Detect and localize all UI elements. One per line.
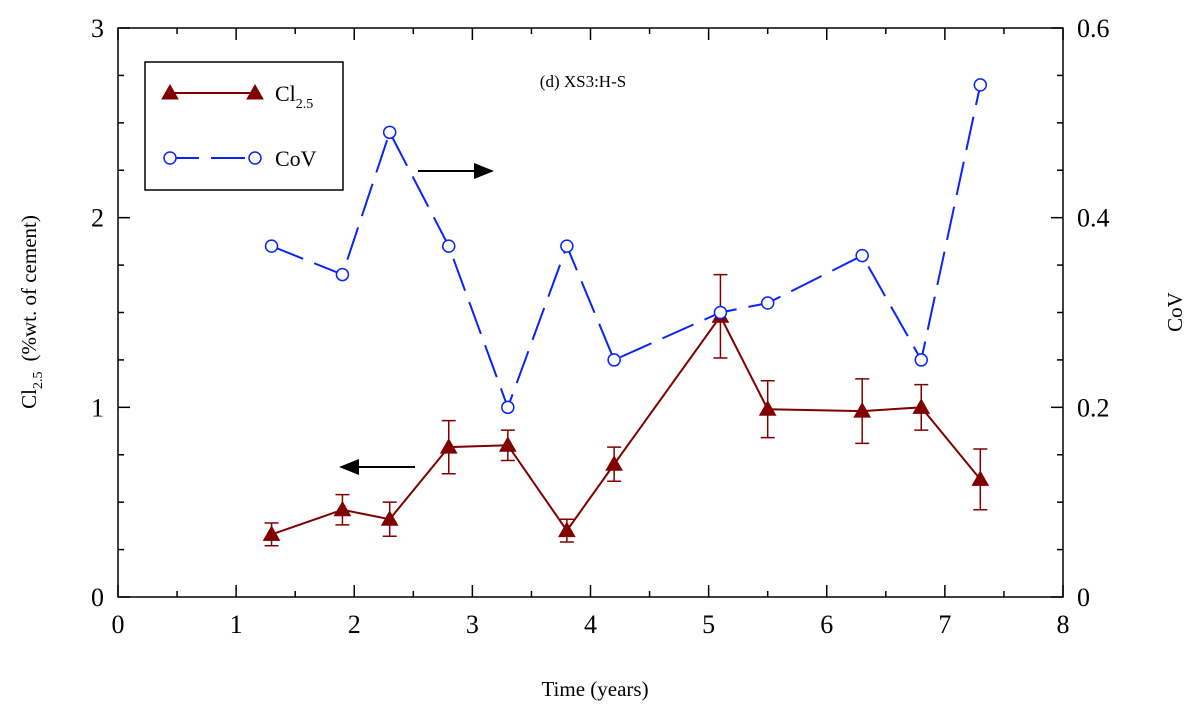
y-axis-label-main: Cl — [17, 389, 41, 409]
legend-label: Cl2.5 — [275, 81, 313, 112]
triangle-marker — [161, 83, 179, 100]
triangle-marker — [262, 525, 281, 541]
circle-marker — [560, 239, 574, 253]
circle-marker — [163, 151, 177, 165]
triangle-marker — [558, 521, 576, 538]
x-tick-label: 3 — [466, 610, 479, 639]
circle-marker — [382, 125, 397, 140]
triangle-marker — [758, 400, 777, 416]
y-tick-label: 2 — [91, 204, 104, 233]
y-axis-label-suffix: (%wt. of cement) — [17, 215, 41, 361]
triangle-marker — [380, 510, 399, 526]
y-tick-label: 1 — [91, 393, 104, 422]
legend — [144, 61, 344, 191]
x-tick-label: 2 — [348, 610, 361, 639]
triangle-marker — [912, 398, 931, 414]
x-tick-label: 5 — [702, 610, 715, 639]
y-tick-label: 3 — [91, 14, 104, 43]
triangle-marker — [333, 500, 352, 517]
circle-marker — [760, 296, 775, 310]
legend-label-name: Cl — [275, 81, 296, 106]
circle-marker — [264, 239, 279, 253]
circle-marker — [335, 267, 350, 282]
y2-tick-label: 0.2 — [1077, 393, 1110, 422]
circle-marker — [973, 78, 988, 92]
legend-label: CoV — [275, 146, 317, 171]
triangle-marker — [498, 436, 517, 452]
y2-axis-label: CoV — [1163, 292, 1187, 332]
triangle-marker — [971, 470, 990, 486]
x-tick-label: 4 — [584, 610, 597, 639]
circle-marker — [248, 151, 262, 165]
circle-marker — [914, 353, 928, 367]
legend-label-sub: 2.5 — [296, 97, 314, 112]
series-line — [271, 84, 982, 411]
x-tick-label: 1 — [230, 610, 243, 639]
circle-marker — [442, 239, 456, 253]
x-axis-label: Time (years) — [541, 677, 648, 701]
triangle-marker — [246, 83, 264, 100]
y2-tick-label: 0.4 — [1077, 204, 1110, 233]
circle-marker — [607, 353, 621, 367]
circle-marker — [713, 305, 728, 320]
y-axis-label: Cl2.5 (%wt. of cement) — [17, 215, 46, 409]
y2-tick-label: 0 — [1077, 583, 1090, 612]
triangle-marker — [605, 455, 623, 471]
series-line — [271, 314, 982, 536]
y2-tick-label: 0.6 — [1077, 14, 1110, 43]
triangle-marker — [439, 438, 458, 454]
x-tick-label: 7 — [938, 610, 951, 639]
x-tick-label: 6 — [820, 610, 833, 639]
x-tick-label: 8 — [1057, 610, 1070, 639]
circle-marker — [855, 248, 869, 263]
circle-marker — [501, 400, 515, 415]
triangle-marker — [853, 402, 872, 418]
x-tick-label: 0 — [112, 610, 125, 639]
y-axis-label-sub: 2.5 — [31, 372, 46, 390]
legend-label-name: CoV — [275, 146, 317, 171]
annotation: (d) XS3:H-S — [540, 72, 626, 91]
y-tick-label: 0 — [91, 583, 104, 612]
